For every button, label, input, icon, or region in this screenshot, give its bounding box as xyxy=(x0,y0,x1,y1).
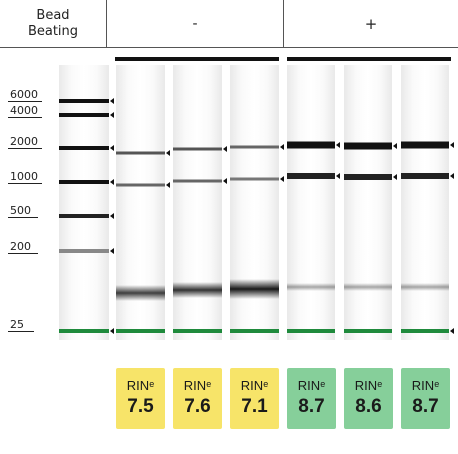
rin-label: RINe xyxy=(411,377,440,393)
rin-value: 7.6 xyxy=(184,395,211,417)
ladder-band-4000 xyxy=(59,113,109,117)
gel-lane-2 xyxy=(173,65,222,340)
bead-beating-label-line2: Beating xyxy=(27,23,79,39)
gel-lane-4 xyxy=(287,65,335,340)
band-18s xyxy=(116,183,165,187)
rin-box-5: RINe 8.6 xyxy=(344,368,393,429)
rin-label: RINe xyxy=(240,377,269,393)
gel-lane-6 xyxy=(401,65,449,340)
arrow-icon xyxy=(280,144,284,150)
arrow-icon xyxy=(223,146,227,152)
rin-label: RINe xyxy=(183,377,212,393)
rin-value: 8.7 xyxy=(412,395,439,417)
band-low xyxy=(287,283,335,291)
bead-beating-header: Bead Beating xyxy=(0,0,107,48)
ladder-band-6000 xyxy=(59,99,109,103)
group-header-minus: - xyxy=(107,0,284,48)
marker-band xyxy=(59,329,109,333)
ladder-label-200: 200 xyxy=(10,240,31,253)
rin-box-6: RINe 8.7 xyxy=(401,368,450,429)
arrow-icon xyxy=(450,173,454,179)
marker-band xyxy=(230,329,279,333)
arrow-icon xyxy=(280,176,284,182)
band-degraded xyxy=(116,285,165,301)
band-degraded xyxy=(230,279,279,299)
band-28s xyxy=(344,142,392,150)
arrow-icon xyxy=(393,174,397,180)
ladder-tick-4000 xyxy=(8,117,42,118)
arrow-icon xyxy=(110,98,114,104)
marker-band xyxy=(173,329,222,333)
rin-label: RINe xyxy=(126,377,155,393)
ladder-band-200 xyxy=(59,249,109,253)
band-18s xyxy=(344,174,392,180)
bead-beating-label-line1: Bead xyxy=(36,7,70,23)
ladder-tick-25 xyxy=(8,331,34,332)
rin-box-3: RINe 7.1 xyxy=(230,368,279,429)
band-18s xyxy=(173,179,222,183)
arrow-icon xyxy=(450,142,454,148)
arrow-icon xyxy=(110,213,114,219)
band-28s xyxy=(116,151,165,155)
arrow-icon xyxy=(166,150,170,156)
arrow-icon xyxy=(450,328,454,334)
band-low xyxy=(344,283,392,291)
rin-box-4: RINe 8.7 xyxy=(287,368,336,429)
rin-label: RINe xyxy=(297,377,326,393)
arrow-icon xyxy=(110,248,114,254)
rin-value: 8.7 xyxy=(298,395,325,417)
group-header-plus: + xyxy=(284,0,458,48)
ladder-label-25: 25 xyxy=(10,318,24,331)
group-plus-bar xyxy=(287,57,451,61)
gel-lane-3 xyxy=(230,65,279,340)
band-18s xyxy=(287,173,335,179)
arrow-icon xyxy=(110,179,114,185)
rin-box-1: RINe 7.5 xyxy=(116,368,165,429)
gel-lane-5 xyxy=(344,65,392,340)
ladder-label-500: 500 xyxy=(10,204,31,217)
ladder-label-6000: 6000 xyxy=(10,88,38,101)
band-degraded xyxy=(173,282,222,298)
arrow-icon xyxy=(393,143,397,149)
arrow-icon xyxy=(336,173,340,179)
group-minus-bar xyxy=(115,57,279,61)
rin-label: RINe xyxy=(354,377,383,393)
ladder-tick-6000 xyxy=(8,101,42,102)
band-28s xyxy=(287,141,335,149)
ladder-tick-1000 xyxy=(8,183,42,184)
arrow-icon xyxy=(223,178,227,184)
marker-band xyxy=(344,329,392,333)
ladder-label-1000: 1000 xyxy=(10,170,38,183)
ladder-label-4000: 4000 xyxy=(10,104,38,117)
arrow-icon xyxy=(110,328,114,334)
arrow-icon xyxy=(336,142,340,148)
rin-value: 7.5 xyxy=(127,395,154,417)
band-28s xyxy=(173,147,222,151)
arrow-icon xyxy=(110,145,114,151)
band-28s xyxy=(230,145,279,149)
band-28s xyxy=(401,141,449,149)
ladder-tick-500 xyxy=(8,217,38,218)
rin-box-2: RINe 7.6 xyxy=(173,368,222,429)
ladder-tick-2000 xyxy=(8,148,42,149)
rin-value: 7.1 xyxy=(241,395,268,417)
ladder-band-2000 xyxy=(59,146,109,150)
gel-lane-ladder xyxy=(59,65,109,340)
band-low xyxy=(401,283,449,291)
ladder-band-500 xyxy=(59,214,109,218)
ladder-band-1000 xyxy=(59,180,109,184)
marker-band xyxy=(116,329,165,333)
arrow-icon xyxy=(166,182,170,188)
band-18s xyxy=(401,173,449,179)
group-minus-label: - xyxy=(192,15,198,32)
arrow-icon xyxy=(110,112,114,118)
ladder-label-2000: 2000 xyxy=(10,135,38,148)
gel-lane-1 xyxy=(116,65,165,340)
marker-band xyxy=(401,329,449,333)
ladder-tick-200 xyxy=(8,253,38,254)
band-18s xyxy=(230,177,279,181)
group-plus-label: + xyxy=(364,14,378,33)
rin-value: 8.6 xyxy=(355,395,382,417)
marker-band xyxy=(287,329,335,333)
